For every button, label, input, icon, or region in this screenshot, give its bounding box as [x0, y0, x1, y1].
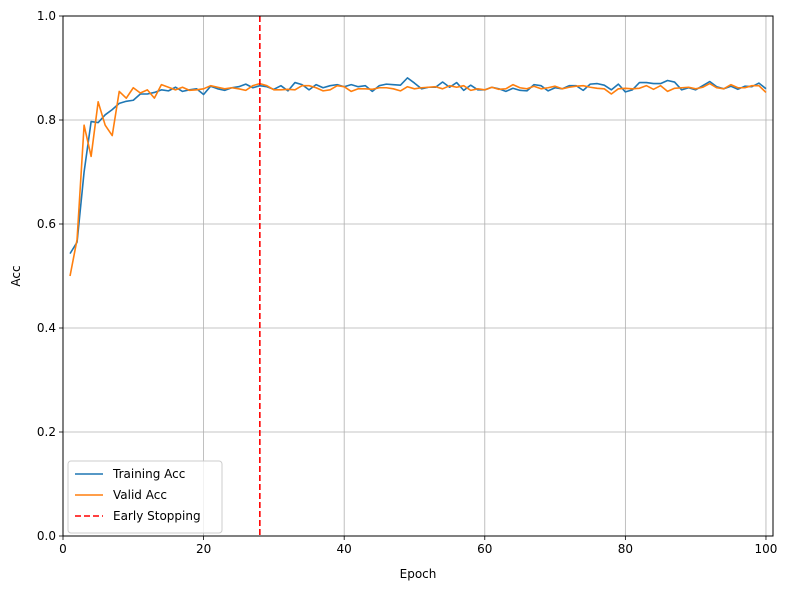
y-tick-label: 0.4	[37, 321, 56, 335]
x-tick-label: 60	[477, 542, 492, 556]
legend-label: Early Stopping	[113, 509, 201, 523]
x-tick-label: 0	[59, 542, 67, 556]
x-ticks: 0 20 40 60 80 100	[59, 536, 777, 556]
data-lines	[69, 16, 767, 536]
y-ticks: 0.0 0.2 0.4 0.6 0.8 1.0	[37, 9, 63, 543]
x-tick-label: 100	[755, 542, 778, 556]
series-line-valid-acc	[69, 82, 767, 277]
y-tick-label: 0.6	[37, 217, 56, 231]
y-tick-label: 0.2	[37, 425, 56, 439]
y-tick-label: 0.0	[37, 529, 56, 543]
legend-label: Training Acc	[112, 467, 185, 481]
y-tick-label: 0.8	[37, 113, 56, 127]
legend-box	[67, 460, 223, 534]
x-tick-label: 20	[196, 542, 211, 556]
y-axis-label: Acc	[9, 265, 23, 286]
legend: Training Acc Valid Acc Early Stopping	[67, 460, 223, 534]
x-tick-label: 40	[337, 542, 352, 556]
grid-lines	[62, 15, 773, 537]
plot-frame	[62, 15, 774, 537]
x-axis-label: Epoch	[400, 567, 437, 581]
y-tick-label: 1.0	[37, 9, 56, 23]
legend-label: Valid Acc	[113, 488, 167, 502]
series-line-training-acc	[69, 77, 767, 255]
x-tick-label: 80	[618, 542, 633, 556]
